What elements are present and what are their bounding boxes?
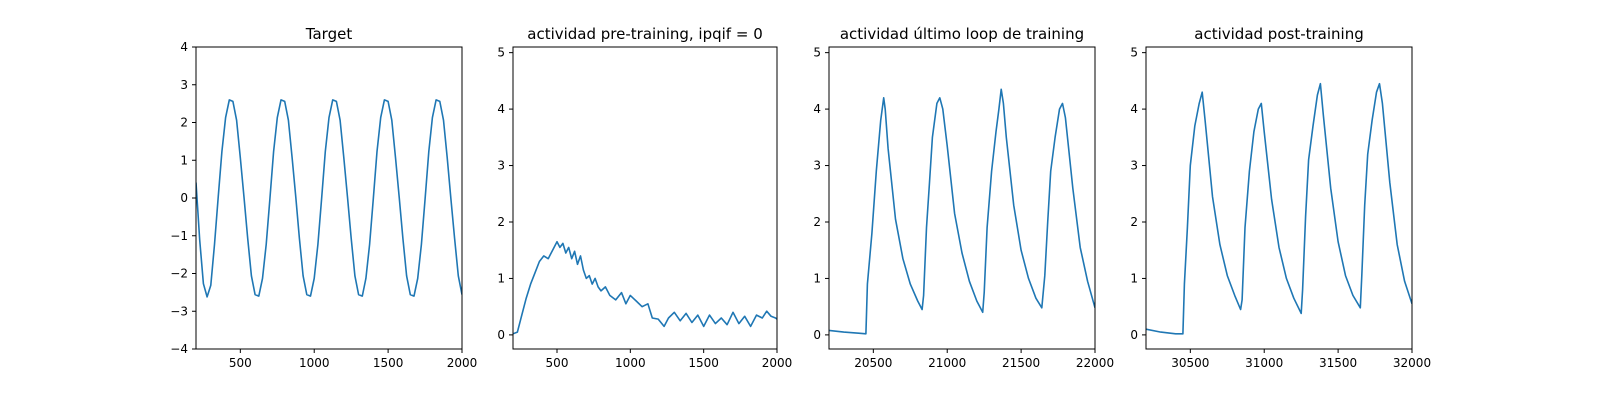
- y-tick-label: 0: [497, 328, 505, 342]
- x-tick-label: 1000: [299, 356, 330, 370]
- chart-title: Target: [305, 25, 353, 43]
- x-tick-label: 30500: [1171, 356, 1209, 370]
- y-tick-label: −2: [170, 267, 188, 281]
- y-tick-label: 4: [813, 102, 821, 116]
- axes-frame: [512, 46, 778, 350]
- x-tick-label: 2000: [762, 356, 793, 370]
- y-tick-label: 4: [180, 40, 188, 54]
- y-tick-label: −4: [170, 342, 188, 356]
- chart-panel-3: 20500 21000 21500 22000 0 1 2 3 4 5 actividad últi…: [813, 25, 1114, 370]
- x-tick-label: 500: [229, 356, 252, 370]
- chart-panel-2: 500 1000 1500 2000 0 1 2 3 4 5 actividad pre-train…: [497, 25, 792, 370]
- y-tick-label: 0: [813, 328, 821, 342]
- x-tick-label: 2000: [447, 356, 478, 370]
- y-tick-label: 2: [497, 215, 505, 229]
- x-tick-label: 1500: [373, 356, 404, 370]
- y-tick-label: 3: [1130, 159, 1138, 173]
- y-tick-label: 1: [497, 271, 505, 285]
- y-tick-label: 4: [497, 102, 505, 116]
- series-line-2-1: [513, 240, 777, 335]
- x-tick-label: 21000: [928, 356, 966, 370]
- x-tick-label: 1000: [615, 356, 646, 370]
- y-tick-label: 2: [1130, 215, 1138, 229]
- series-line-3-1: [829, 88, 1095, 335]
- y-tick-label: 2: [180, 116, 188, 130]
- x-tick-label: 21500: [1002, 356, 1040, 370]
- y-tick-label: 1: [813, 271, 821, 285]
- y-tick-label: −3: [170, 304, 188, 318]
- x-tick-label: 1500: [688, 356, 719, 370]
- chart-title: actividad último loop de training: [840, 25, 1084, 43]
- series-line-4-1: [1146, 82, 1412, 335]
- y-tick-label: 3: [180, 78, 188, 92]
- chart-panel-4: 30500 31000 31500 32000 0 1 2 3 4 5 actividad post…: [1130, 25, 1431, 370]
- axes-frame: [195, 46, 463, 350]
- y-tick-label: 3: [497, 159, 505, 173]
- x-tick-label: 20500: [854, 356, 892, 370]
- y-tick-label: 3: [813, 159, 821, 173]
- x-tick-label: 500: [546, 356, 569, 370]
- x-tick-label: 22000: [1076, 356, 1114, 370]
- y-tick-label: 5: [497, 46, 505, 60]
- y-tick-label: −1: [170, 229, 188, 243]
- series-line-1-1: [196, 99, 462, 298]
- chart-panel-1: 500 1000 1500 2000 −4 −3 −2 −1 0 1 2 3 4 Target: [170, 25, 477, 370]
- y-tick-label: 2: [813, 215, 821, 229]
- y-tick-label: 1: [180, 153, 188, 167]
- axes-frame: [828, 46, 1096, 350]
- y-tick-label: 5: [813, 46, 821, 60]
- chart-title: actividad pre-training, ipqif = 0: [527, 25, 763, 43]
- chart-title: actividad post-training: [1194, 25, 1363, 43]
- x-tick-label: 31000: [1245, 356, 1283, 370]
- y-tick-label: 0: [180, 191, 188, 205]
- x-tick-label: 31500: [1319, 356, 1357, 370]
- y-tick-label: 1: [1130, 271, 1138, 285]
- x-tick-label: 32000: [1393, 356, 1431, 370]
- y-tick-label: 0: [1130, 328, 1138, 342]
- y-tick-label: 5: [1130, 46, 1138, 60]
- y-tick-label: 4: [1130, 102, 1138, 116]
- axes-frame: [1145, 46, 1413, 350]
